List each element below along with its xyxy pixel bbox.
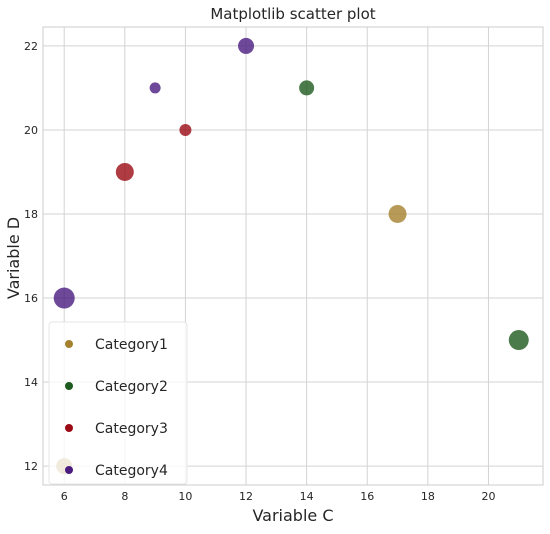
legend-marker — [65, 466, 73, 474]
y-tick-label: 20 — [24, 124, 38, 137]
x-tick-label: 14 — [300, 490, 314, 503]
legend-label: Category4 — [95, 463, 168, 479]
legend-marker — [65, 424, 73, 432]
legend-label: Category2 — [95, 379, 168, 395]
x-tick-label: 18 — [421, 490, 435, 503]
x-tick-label: 12 — [239, 490, 253, 503]
legend-label: Category1 — [95, 337, 168, 353]
legend-marker — [65, 340, 73, 348]
data-point-category1 — [388, 204, 407, 223]
x-tick-label: 8 — [121, 490, 128, 503]
x-tick-label: 6 — [61, 490, 68, 503]
plot-frame — [42, 26, 544, 486]
x-tick-label: 20 — [481, 490, 495, 503]
data-point-category3 — [179, 123, 192, 136]
data-point-category2 — [508, 330, 529, 351]
y-tick-label: 22 — [24, 40, 38, 53]
y-tick-label: 12 — [24, 460, 38, 473]
data-point-category3 — [115, 162, 134, 181]
chart-title: Matplotlib scatter plot — [210, 5, 375, 23]
data-point-category2 — [299, 80, 315, 96]
data-point-category4 — [53, 287, 75, 309]
y-tick-label: 18 — [24, 208, 38, 221]
tick-labels: 6 8 10 12 14 16 18 20 12 14 16 18 20 22 — [24, 40, 495, 503]
x-tick-label: 10 — [178, 490, 192, 503]
grid — [43, 27, 543, 485]
legend: Category1 Category2 Category3 Category4 — [48, 321, 188, 485]
legend-label: Category3 — [95, 421, 168, 437]
data-point-category4 — [238, 37, 255, 54]
legend-marker — [65, 382, 73, 390]
x-axis-label: Variable C — [252, 506, 333, 525]
x-tick-label: 16 — [360, 490, 374, 503]
y-axis-label: Variable D — [4, 217, 23, 299]
data-point-category4 — [149, 82, 161, 94]
legend-box — [48, 321, 188, 485]
y-tick-label: 14 — [24, 376, 38, 389]
y-tick-label: 16 — [24, 292, 38, 305]
